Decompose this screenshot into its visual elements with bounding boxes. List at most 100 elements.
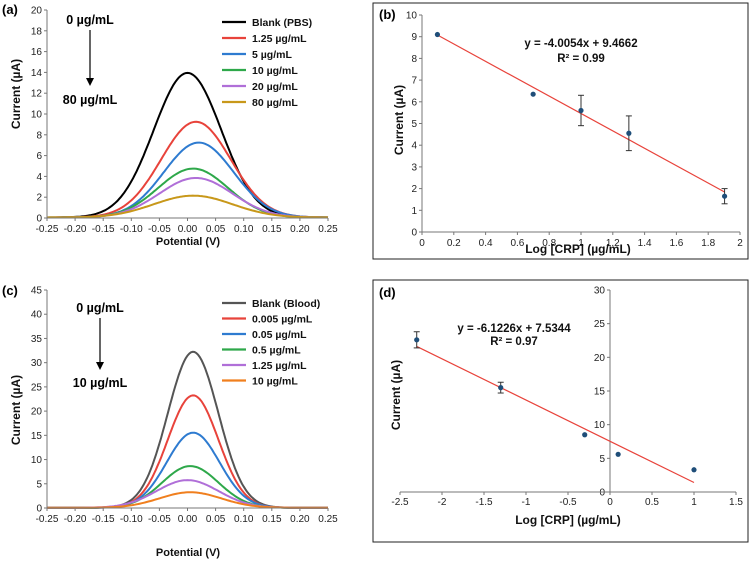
panel-b-x-tick-label: 0 (419, 238, 425, 249)
panel-b-data-point (530, 91, 536, 97)
panel-c-x-tick-label: 0.10 (234, 514, 254, 525)
panel-c-x-tick-label: 0.20 (290, 514, 310, 525)
panel-c-arrow-head-icon (96, 362, 104, 370)
panel-b-x-axis-label: Log [CRP] (µg/mL) (525, 242, 631, 256)
panel-a-y-tick-label: 12 (31, 89, 43, 100)
panel-b-data-point (626, 130, 632, 136)
panel-b-scatter-chart: (b) 0 1 2 3 4 5 6 7 8 9 10 0 0.2 0.4 0.6 0.8 1 1.2 1.4 1.6 1… (379, 7, 743, 256)
panel-c-y-tick-label: 30 (31, 358, 43, 369)
panel-c-series-line (47, 479, 328, 509)
panel-a-y-tick-label: 16 (31, 47, 43, 58)
panel-b-y-tick-label: 4 (411, 141, 417, 152)
panel-d-r-squared: R² = 0.97 (490, 336, 538, 348)
panel-c-y-tick-label: 10 (31, 455, 43, 466)
panel-d-equation: y = -6.1226x + 7.5344 (457, 323, 571, 335)
panel-d-y-tick-label: 5 (599, 454, 605, 465)
panel-c-x-tick-label: -0.25 (36, 514, 59, 525)
panel-c-legend: Blank (Blood) 0.005 µg/mL 0.05 µg/mL 0.5 µg… (222, 298, 320, 388)
panel-a-arrow-head-icon (86, 78, 94, 86)
panel-a-y-tick-label: 2 (36, 193, 42, 204)
panel-b-frame (372, 2, 749, 260)
panel-d-x-tick-label: -1 (522, 497, 531, 508)
panel-b-x-tick-label: 1.2 (606, 238, 620, 249)
panel-d-y-axis-label: Current (µA) (389, 360, 403, 430)
panel-d-x-tick-label: 0.5 (645, 497, 659, 508)
panel-c-y-tick-label: 35 (31, 334, 43, 345)
panel-a-x-tick-label: 0.10 (234, 224, 254, 235)
panel-b-data-point (434, 31, 441, 38)
panel-a-x-tick-label: 0.25 (318, 224, 338, 235)
panel-a-y-tick-label: 20 (31, 6, 43, 17)
panel-a-y-tick-label: 8 (36, 130, 42, 141)
panel-c-x-tick-label: -0.15 (92, 514, 115, 525)
panel-a-x-tick-label: -0.10 (120, 224, 143, 235)
panel-c-y-tick-label: 25 (31, 382, 43, 393)
panel-c-y-tick-label: 15 (31, 431, 43, 442)
panel-b-x-tick-label: 0.6 (510, 238, 524, 249)
panel-c-line-chart: (c) 0 5 10 15 20 25 30 35 40 45 -0.25 -0.20 -0.15 -0.… (2, 283, 338, 559)
panel-c-series-line (47, 491, 328, 509)
panel-b-y-tick-label: 5 (411, 119, 417, 130)
panel-c-y-tick-label: 0 (36, 504, 42, 515)
panel-b-equation: y = -4.0054x + 9.4662 (524, 38, 637, 50)
panel-d-data-point (582, 432, 588, 438)
panel-b-x-tick-label: 0.8 (542, 238, 556, 249)
panel-c-x-axis-label: Potential (V) (156, 547, 221, 559)
panel-a-legend-entry: 20 µg/mL (252, 81, 298, 93)
panel-a-y-tick-label: 14 (31, 68, 43, 79)
panel-b-y-tick-label: 10 (406, 11, 418, 22)
panel-b-y-tick-label: 3 (411, 162, 417, 173)
panel-a-y-axis-label: Current (µA) (9, 59, 23, 129)
panel-c-series-line (47, 465, 328, 509)
panel-d-data-point (414, 337, 420, 343)
panel-d-data-point (691, 467, 697, 473)
panel-a-y-tick-label: 18 (31, 26, 43, 37)
panel-d-y-tick-label: 15 (594, 387, 606, 398)
panel-a-series-line (47, 177, 328, 219)
panel-a-line-chart: (a) 0 2 4 6 8 10 12 14 16 18 20 -0.25 -0.20 -0.15 -0.1… (2, 2, 338, 248)
panel-b-y-tick-label: 8 (411, 54, 417, 65)
panel-c-legend-entry: Blank (Blood) (252, 298, 320, 310)
panel-a-x-tick-label: -0.20 (64, 224, 87, 235)
panel-d-data-point (615, 451, 621, 457)
panel-d-x-axis-label: Log [CRP] (µg/mL) (515, 513, 621, 527)
panel-a-annotation-top: 0 µg/mL (66, 13, 114, 27)
panel-d-y-tick-label: 10 (594, 420, 606, 431)
panel-a-y-tick-label: 10 (31, 110, 43, 121)
panel-b-label: (b) (379, 7, 396, 22)
panel-c-legend-entry: 0.05 µg/mL (252, 329, 307, 341)
panel-a-series-line (47, 141, 328, 219)
panel-c-x-tick-label: 0.05 (206, 514, 226, 525)
panel-d-scatter-chart: (d) 0 5 10 15 20 25 30 -2.5 -2 -1.5 -1 -0.5 0 0.5 1 1.5… (379, 285, 743, 527)
panel-a-label: (a) (2, 2, 18, 17)
panel-b-y-tick-label: 6 (411, 97, 417, 108)
panel-b-x-tick-label: 0.4 (479, 238, 493, 249)
panel-c-series-line (47, 394, 328, 509)
panel-a-x-tick-label: 0.00 (178, 224, 198, 235)
panel-b-y-tick-label: 9 (411, 32, 417, 43)
panel-a-legend-entry: 80 µg/mL (252, 97, 298, 109)
panel-b-x-tick-label: 1.6 (669, 238, 683, 249)
panel-a-annotation-bottom: 80 µg/mL (63, 93, 118, 107)
panel-b-data-point (578, 107, 584, 114)
panel-a-series-line (47, 194, 328, 219)
panel-c-x-tick-label: 0.00 (178, 514, 198, 525)
panel-c-y-tick-label: 45 (31, 286, 43, 297)
panel-d-y-tick-label: 25 (594, 319, 606, 330)
panel-d-x-tick-label: -2 (438, 497, 447, 508)
panel-a-x-tick-label: 0.05 (206, 224, 226, 235)
panel-d-fit-line (416, 345, 695, 484)
panel-b-x-tick-label: 1.8 (701, 238, 715, 249)
panel-d-x-tick-label: -0.5 (559, 497, 577, 508)
panel-a-y-tick-label: 6 (36, 151, 42, 162)
panel-c-y-axis-label: Current (µA) (9, 375, 23, 445)
panel-c-legend-entry: 1.25 µg/mL (252, 360, 307, 372)
panel-c-label: (c) (2, 283, 18, 298)
panel-d-label: (d) (379, 285, 396, 300)
panel-c-series-line (47, 431, 328, 509)
panel-d-y-tick-label: 0 (599, 488, 605, 499)
panel-d-x-tick-label: 0 (607, 497, 613, 508)
panel-d-y-tick-label: 30 (594, 286, 606, 297)
panel-c-legend-entry: 10 µg/mL (252, 376, 298, 388)
panel-a-y-tick-label: 0 (36, 214, 42, 225)
